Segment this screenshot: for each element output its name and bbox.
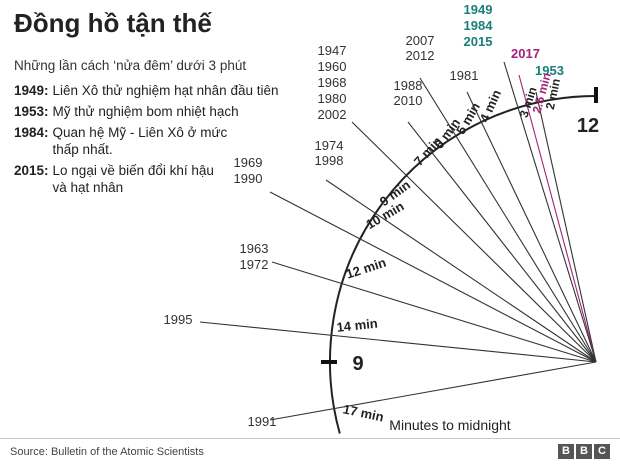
event-year: 1984: (14, 125, 49, 140)
minute-label: 4 min (477, 87, 505, 124)
event-item: 1984: Quan hệ Mỹ - Liên Xô ở mức thấp nh… (14, 124, 254, 158)
event-item: 1953: Mỹ thử nghiệm bom nhiệt hạch (14, 103, 294, 120)
year-label: 2007 (406, 33, 435, 48)
event-year: 1953: (14, 104, 49, 119)
minute-hand-line (199, 321, 597, 363)
minute-label: 2 min (543, 77, 563, 111)
year-label: 1953 (535, 63, 564, 78)
year-label: 1988 (394, 78, 423, 93)
year-label: 2002 (318, 107, 347, 122)
year-label: 2012 (406, 48, 435, 63)
event-text: Lo ngại về biến đổi khí hậu và hạt nhân (52, 163, 214, 195)
minute-hand-line (503, 61, 597, 363)
minute-hand-line (271, 261, 597, 363)
year-label: 1995 (164, 312, 193, 327)
bbc-logo-letter: B (558, 444, 574, 459)
event-text: Quan hệ Mỹ - Liên Xô ở mức thấp nhất. (52, 125, 228, 157)
year-label: 2010 (394, 93, 423, 108)
minute-hand-line (419, 77, 597, 363)
year-label: 1990 (234, 171, 263, 186)
event-item: 2015: Lo ngại về biến đổi khí hậu và hạt… (14, 162, 214, 196)
year-label: 1974 (315, 138, 344, 153)
year-label: 2015 (464, 34, 493, 49)
source-note: Source: Bulletin of the Atomic Scientist… (10, 446, 204, 458)
year-label: 1947 (318, 43, 347, 58)
year-label: 1980 (318, 91, 347, 106)
year-label: 1949 (464, 2, 493, 17)
bbc-logo-letter: B (576, 444, 592, 459)
minute-hand-line (269, 361, 597, 421)
clock-caption: Minutes to midnight (389, 417, 511, 433)
year-label: 1981 (450, 68, 479, 83)
year-label: 1972 (240, 257, 269, 272)
minute-hand-line (325, 179, 597, 363)
year-label: 1998 (315, 153, 344, 168)
event-year: 2015: (14, 163, 49, 178)
year-label: 1963 (240, 241, 269, 256)
year-label: 1969 (234, 155, 263, 170)
events-list: 1949: Liên Xô thử nghiệm hạt nhân đầu ti… (14, 82, 294, 200)
minute-hand-line (407, 121, 597, 363)
event-text: Mỹ thử nghiệm bom nhiệt hạch (52, 104, 239, 119)
year-label: 2017 (511, 46, 540, 61)
minute-hand-line (518, 74, 597, 363)
event-text: Liên Xô thử nghiệm hạt nhân đầu tiên (52, 83, 279, 98)
year-label: 1960 (318, 59, 347, 74)
minute-hand-line (466, 91, 597, 363)
label-12: 12 (577, 115, 599, 137)
year-label: 1984 (464, 18, 494, 33)
minute-label: 14 min (336, 316, 379, 335)
page-title: Đồng hồ tận thế (14, 8, 212, 38)
minute-label: 17 min (342, 401, 385, 424)
subtitle: Những lần cách ‘nửa đêm’ dưới 3 phút (14, 58, 247, 73)
minute-hand-line (351, 121, 597, 363)
bbc-logo-letter: C (594, 444, 610, 459)
minute-hand-line (269, 191, 597, 363)
minute-hand-line (535, 91, 597, 363)
event-item: 1949: Liên Xô thử nghiệm hạt nhân đầu ti… (14, 82, 294, 99)
event-year: 1949: (14, 83, 49, 98)
bbc-logo: B B C (558, 444, 610, 459)
label-9: 9 (352, 353, 363, 375)
year-label: 1968 (318, 75, 347, 90)
year-label: 1991 (248, 414, 277, 429)
footer-divider (0, 438, 620, 439)
